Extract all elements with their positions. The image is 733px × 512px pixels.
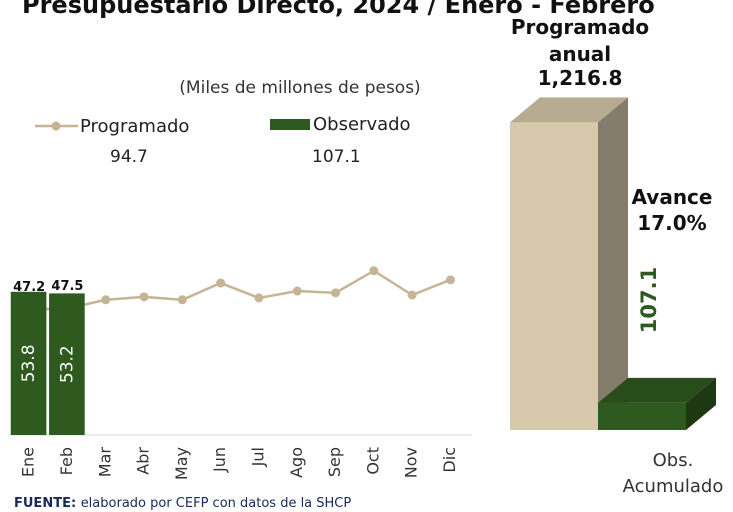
bar-top bbox=[510, 97, 628, 123]
legend-total: 94.7 bbox=[110, 147, 148, 167]
x-tick-label: Ago bbox=[287, 447, 306, 478]
x-tick-label: May bbox=[172, 447, 191, 480]
bar-side bbox=[598, 97, 628, 431]
data-label: 47.5 bbox=[51, 279, 83, 294]
x-tick-label: Dic bbox=[440, 447, 459, 473]
value-label: 1,216.8 bbox=[537, 66, 623, 90]
category-label: Obs. Acumulado bbox=[622, 450, 724, 497]
legend-marker bbox=[51, 121, 61, 131]
annotation-value: 17.0% bbox=[637, 211, 707, 235]
annotation: Avance 17.0% bbox=[612, 184, 732, 236]
data-label: 47.2 bbox=[13, 280, 45, 295]
bar-side bbox=[686, 377, 716, 430]
value-label: 107.1 bbox=[637, 267, 661, 333]
point bbox=[292, 286, 302, 296]
point bbox=[254, 293, 264, 303]
x-tick-label: Abr bbox=[134, 447, 153, 475]
point bbox=[369, 266, 379, 276]
point bbox=[407, 290, 417, 300]
bar-top bbox=[598, 377, 716, 403]
legend-label: Observado bbox=[313, 114, 411, 135]
x-tick-label: Nov bbox=[402, 447, 421, 478]
category-label: Programado anual bbox=[510, 15, 650, 66]
bar-front bbox=[598, 402, 686, 430]
source-label: FUENTE: bbox=[14, 496, 76, 511]
source: FUENTE: elaborado por CEFP con datos de … bbox=[14, 496, 351, 511]
x-tick-label: Jul bbox=[248, 447, 267, 467]
legend-swatch bbox=[270, 119, 310, 130]
x-tick-label: Jun bbox=[210, 447, 229, 473]
bar bbox=[49, 293, 85, 435]
x-tick-label: Feb bbox=[57, 447, 76, 475]
bar-front bbox=[510, 122, 598, 431]
bar bbox=[10, 291, 47, 435]
subtitle: (Miles de millones de pesos) bbox=[179, 78, 420, 98]
legend-label: Programado bbox=[80, 116, 189, 137]
title: Presupuestario Directo, 2024 / Enero - F… bbox=[22, 0, 655, 19]
x-tick-label: Mar bbox=[95, 447, 114, 478]
x-tick-label: Sep bbox=[325, 447, 344, 477]
x-tick-label: Oct bbox=[363, 447, 382, 475]
bar-label: 53.2 bbox=[57, 345, 77, 383]
point bbox=[331, 288, 341, 298]
point bbox=[216, 278, 226, 288]
legend-total: 107.1 bbox=[312, 147, 361, 167]
point bbox=[101, 295, 111, 305]
source-text: elaborado por CEFP con datos de la SHCP bbox=[81, 496, 352, 511]
bar-label: 53.8 bbox=[19, 344, 39, 382]
annotation-title: Avance bbox=[631, 185, 713, 209]
point bbox=[139, 292, 149, 302]
line bbox=[29, 269, 451, 311]
x-tick-label: Ene bbox=[19, 447, 38, 477]
point bbox=[177, 295, 187, 305]
point bbox=[445, 275, 455, 285]
